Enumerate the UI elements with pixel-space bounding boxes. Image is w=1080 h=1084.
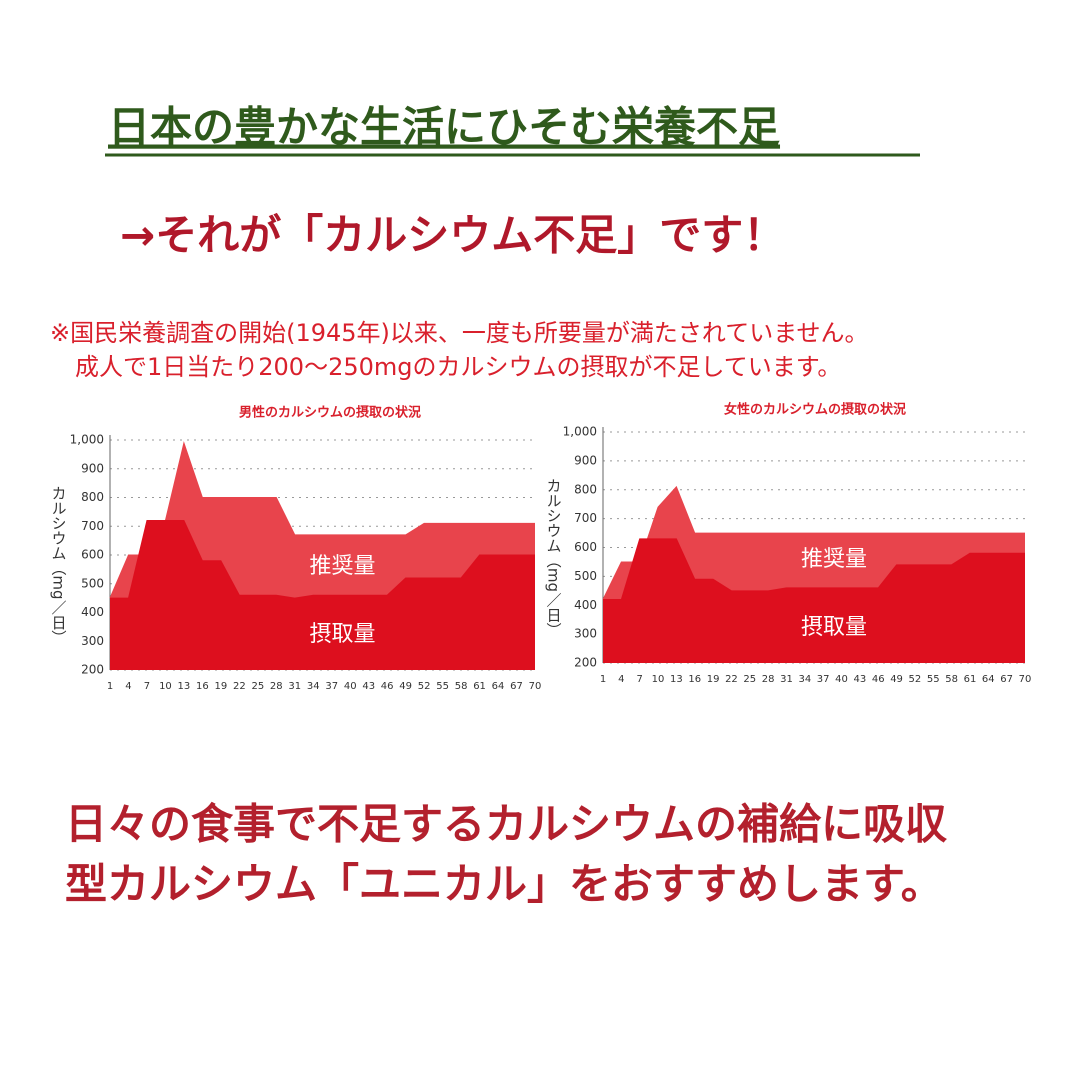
y-axis-label: カルシウム（mg／日） (50, 485, 68, 644)
x-tick-label: 37 (325, 681, 338, 692)
x-tick-label: 22 (725, 674, 738, 685)
x-tick-label: 28 (270, 681, 283, 692)
x-tick-label: 28 (762, 674, 775, 685)
y-tick-label: 200 (81, 663, 104, 677)
x-tick-label: 10 (652, 674, 665, 685)
x-tick-label: 22 (233, 681, 246, 692)
x-tick-label: 31 (288, 681, 301, 692)
y-tick-label: 1,000 (563, 425, 597, 439)
x-tick-label: 61 (473, 681, 486, 692)
chart-title: 女性のカルシウムの摂取の状況 (724, 402, 906, 418)
x-tick-label: 7 (144, 681, 150, 692)
series-label: 摂取量 (309, 622, 375, 647)
x-tick-label: 55 (436, 681, 449, 692)
series-label: 摂取量 (801, 615, 867, 640)
x-tick-label: 25 (251, 681, 264, 692)
y-tick-label: 500 (81, 576, 104, 590)
series-label: 推奨量 (801, 547, 867, 572)
x-tick-label: 67 (510, 681, 523, 692)
note-line: ※国民栄養調査の開始(1945年)以来、一度も所要量が満たされていません。 (50, 319, 868, 347)
x-tick-label: 19 (707, 674, 720, 685)
x-tick-label: 25 (743, 674, 756, 685)
x-tick-label: 52 (909, 674, 922, 685)
x-tick-label: 40 (835, 674, 848, 685)
y-axis-label: カルシウム（mg／日） (545, 478, 563, 637)
x-tick-label: 58 (945, 674, 958, 685)
x-tick-label: 61 (964, 674, 977, 685)
x-tick-label: 64 (492, 681, 505, 692)
y-tick-label: 400 (574, 598, 597, 612)
x-tick-label: 4 (125, 681, 131, 692)
y-tick-label: 900 (574, 453, 597, 467)
x-tick-label: 1 (600, 674, 606, 685)
y-tick-label: 600 (81, 548, 104, 562)
x-tick-label: 4 (618, 674, 624, 685)
x-tick-label: 55 (927, 674, 940, 685)
x-tick-label: 37 (817, 674, 830, 685)
x-tick-label: 40 (344, 681, 357, 692)
x-tick-label: 7 (637, 674, 643, 685)
x-tick-label: 70 (529, 681, 542, 692)
x-tick-label: 16 (688, 674, 701, 685)
y-tick-label: 500 (574, 569, 597, 583)
x-tick-label: 34 (798, 674, 811, 685)
x-tick-label: 46 (872, 674, 885, 685)
note-line: 成人で1日当たり200〜250mgのカルシウムの摂取が不足しています。 (75, 353, 841, 381)
x-tick-label: 58 (455, 681, 468, 692)
y-tick-label: 400 (81, 605, 104, 619)
x-tick-label: 19 (215, 681, 228, 692)
x-tick-label: 64 (982, 674, 995, 685)
y-tick-label: 900 (81, 461, 104, 475)
x-tick-label: 52 (418, 681, 431, 692)
area-line (110, 520, 535, 599)
y-tick-label: 800 (81, 490, 104, 504)
area-fill (603, 538, 1025, 663)
footer-line: 型カルシウム「ユニカル」をおすすめします。 (65, 860, 943, 909)
x-tick-label: 16 (196, 681, 209, 692)
y-tick-label: 700 (81, 519, 104, 533)
headline: 日本の豊かな生活にひそむ栄養不足 (108, 103, 780, 152)
x-tick-label: 49 (399, 681, 412, 692)
x-tick-label: 13 (178, 681, 191, 692)
y-tick-label: 300 (574, 627, 597, 641)
subheadline: →それが「カルシウム不足」です！ (120, 211, 785, 260)
y-tick-label: 300 (81, 634, 104, 648)
x-tick-label: 49 (890, 674, 903, 685)
x-tick-label: 34 (307, 681, 320, 692)
area-line (109, 441, 535, 599)
x-tick-label: 70 (1019, 674, 1032, 685)
chart-title: 男性のカルシウムの摂取の状況 (239, 405, 421, 421)
x-tick-label: 43 (854, 674, 867, 685)
y-tick-label: 800 (574, 482, 597, 496)
x-tick-label: 10 (159, 681, 172, 692)
x-tick-label: 43 (362, 681, 375, 692)
area-line (602, 485, 1025, 600)
y-tick-label: 700 (574, 511, 597, 525)
series-label: 推奨量 (309, 554, 375, 579)
y-tick-label: 1,000 (70, 433, 104, 447)
area-line (603, 538, 1025, 600)
y-tick-label: 600 (574, 540, 597, 554)
x-tick-label: 67 (1000, 674, 1013, 685)
x-tick-label: 46 (381, 681, 394, 692)
x-tick-label: 31 (780, 674, 793, 685)
x-tick-label: 13 (670, 674, 683, 685)
x-tick-label: 1 (107, 681, 113, 692)
footer-line: 日々の食事で不足するカルシウムの補給に吸収 (65, 800, 947, 849)
y-tick-label: 200 (574, 656, 597, 670)
